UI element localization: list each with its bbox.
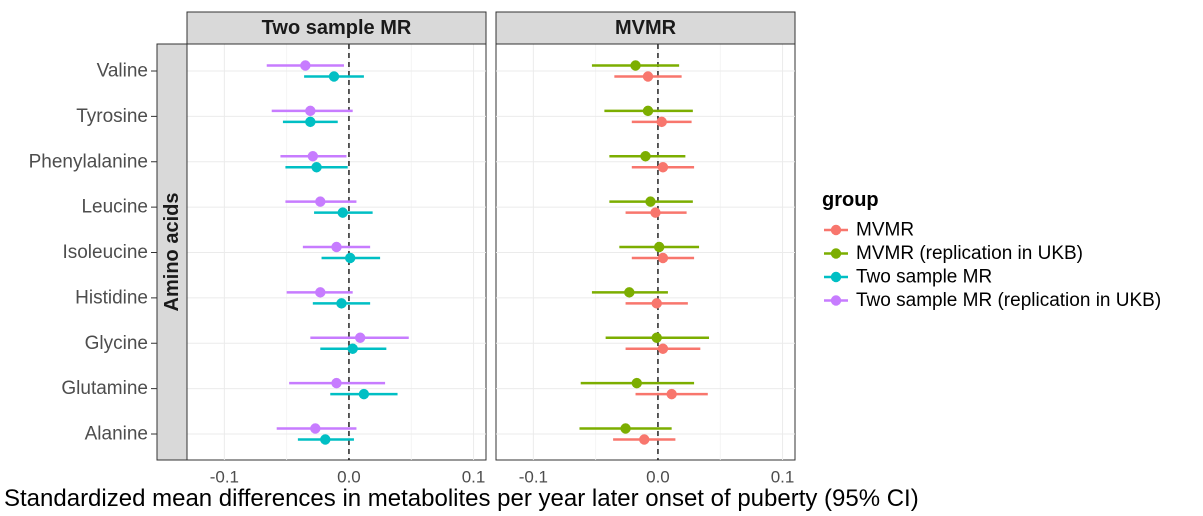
x-axis-title: Standardized mean differences in metabol…: [4, 485, 919, 512]
estimate-point: [652, 298, 662, 308]
legend-label: MVMR: [856, 220, 914, 241]
estimate-point: [650, 207, 660, 217]
estimate-point: [315, 196, 325, 206]
estimate-point: [345, 253, 355, 263]
x-tick-label: 0.0: [337, 468, 361, 487]
row-label: Alanine: [85, 424, 148, 445]
estimate-point: [630, 60, 640, 70]
row-label: Phenylalanine: [29, 151, 148, 172]
estimate-point: [305, 117, 315, 127]
estimate-point: [300, 60, 310, 70]
row-label: Glycine: [85, 333, 148, 354]
x-tick-label: -0.1: [519, 468, 548, 487]
legend-label: Two sample MR: [856, 267, 992, 288]
estimate-point: [632, 378, 642, 388]
estimate-point: [308, 151, 318, 161]
x-tick-label: -0.1: [210, 468, 239, 487]
legend-point: [831, 272, 841, 282]
legend-item: MVMR: [824, 220, 914, 241]
estimate-point: [652, 333, 662, 343]
legend-item: MVMR (replication in UKB): [824, 243, 1083, 264]
estimate-point: [310, 423, 320, 433]
row-label: Isoleucine: [62, 242, 148, 263]
panel-strips: Two sample MR MVMR: [187, 12, 795, 44]
legend-item: Two sample MR (replication in UKB): [824, 290, 1161, 311]
row-label: Glutamine: [61, 378, 148, 399]
row-label: Valine: [97, 61, 148, 82]
legend-point: [831, 295, 841, 305]
estimate-point: [658, 253, 668, 263]
estimate-point: [643, 71, 653, 81]
estimate-point: [336, 298, 346, 308]
legend-point: [831, 225, 841, 235]
panel-1-title: Two sample MR: [262, 17, 412, 39]
estimate-point: [666, 389, 676, 399]
estimate-point: [338, 207, 348, 217]
legend-title: group: [822, 189, 879, 211]
estimate-point: [315, 287, 325, 297]
estimate-point: [359, 389, 369, 399]
estimate-point: [331, 378, 341, 388]
x-tick-label: 0.1: [771, 468, 795, 487]
legend-label: MVMR (replication in UKB): [856, 243, 1083, 264]
estimate-point: [656, 117, 666, 127]
row-label: Histidine: [75, 287, 148, 308]
row-label: Tyrosine: [76, 106, 148, 127]
estimate-point: [645, 196, 655, 206]
x-tick-labels: -0.1 0.0 0.1 -0.1 0.0 0.1: [210, 468, 795, 487]
estimate-point: [329, 71, 339, 81]
x-tick-label: 0.1: [462, 468, 486, 487]
estimate-point: [654, 242, 664, 252]
estimate-point: [620, 423, 630, 433]
legend-label: Two sample MR (replication in UKB): [856, 290, 1161, 311]
legend-item: Two sample MR: [824, 267, 992, 288]
estimate-point: [331, 242, 341, 252]
row-group-label: Amino acids: [161, 193, 183, 312]
panel-2-title: MVMR: [615, 17, 677, 39]
legend-point: [831, 248, 841, 258]
estimate-point: [624, 287, 634, 297]
estimate-point: [643, 106, 653, 116]
estimate-point: [658, 162, 668, 172]
estimate-point: [640, 151, 650, 161]
estimate-point: [355, 333, 365, 343]
estimate-point: [347, 344, 357, 354]
estimate-point: [658, 344, 668, 354]
estimate-point: [320, 434, 330, 444]
estimate-point: [639, 434, 649, 444]
x-tick-label: 0.0: [646, 468, 670, 487]
row-labels: Valine Tyrosine Phenylalanine Leucine Isoleu…: [29, 61, 157, 445]
estimate-point: [311, 162, 321, 172]
estimate-point: [305, 106, 315, 116]
row-label: Leucine: [81, 197, 148, 218]
